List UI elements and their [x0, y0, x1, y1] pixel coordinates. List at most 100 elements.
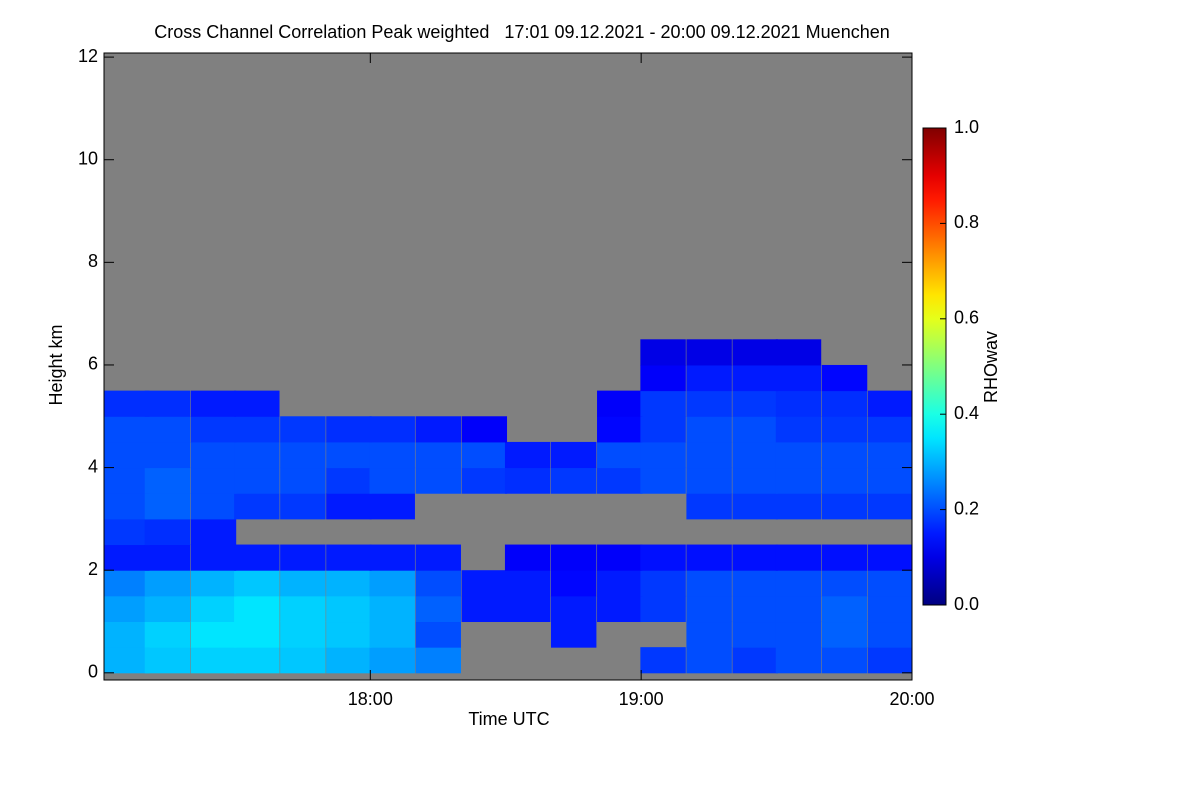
heatmap-cell: [369, 621, 415, 648]
heatmap-cell: [686, 467, 732, 494]
heatmap-cell: [550, 544, 597, 571]
heatmap-cell: [775, 390, 822, 417]
heatmap-cell: [190, 518, 237, 546]
heatmap-cell: [280, 647, 326, 674]
x-tick-label: 20:00: [889, 689, 934, 709]
heatmap-cell: [732, 595, 778, 623]
colorbar-tick-label: 0.8: [954, 212, 979, 232]
heatmap-cell: [234, 390, 280, 417]
heatmap-cell: [821, 441, 868, 469]
heatmap-cell: [104, 647, 150, 674]
heatmap-cell: [821, 595, 868, 623]
heatmap-cell: [550, 467, 597, 494]
heatmap-cell: [597, 441, 643, 469]
heatmap-cell: [280, 570, 326, 597]
heatmap-cell: [640, 441, 686, 469]
heatmap-cell: [104, 621, 150, 648]
heatmap-cell: [415, 416, 461, 443]
heatmap-cell: [597, 390, 643, 417]
colorbar-tick-label: 1.0: [954, 117, 979, 137]
heatmap-cell: [504, 595, 551, 623]
x-tick-label: 19:00: [619, 689, 664, 709]
heatmap-cell: [775, 570, 822, 597]
heatmap-cell: [775, 647, 822, 674]
heatmap-cell: [190, 416, 237, 443]
heatmap-cell: [640, 364, 686, 392]
heatmap-cell: [326, 570, 372, 597]
heatmap-cell: [775, 467, 822, 494]
heatmap-cell: [686, 647, 732, 674]
heatmap-cell: [190, 467, 237, 494]
heatmap-cell: [550, 570, 597, 597]
heatmap-cell: [550, 441, 597, 469]
heatmap-cell: [597, 570, 643, 597]
heatmap-cell: [190, 544, 237, 571]
heatmap-cell: [190, 647, 237, 674]
heatmap-cell: [732, 621, 778, 648]
heatmap-cell: [867, 441, 912, 469]
heatmap-cell: [326, 416, 372, 443]
heatmap-cell: [234, 467, 280, 494]
heatmap-cell: [732, 339, 778, 366]
heatmap-cell: [732, 416, 778, 443]
y-tick-label: 2: [88, 559, 98, 579]
heatmap-cell: [597, 467, 643, 494]
heatmap-cell: [504, 441, 551, 469]
heatmap-cell: [821, 416, 868, 443]
heatmap-cell: [732, 441, 778, 469]
heatmap-cell: [280, 544, 326, 571]
heatmap-cell: [280, 595, 326, 623]
heatmap-cell: [369, 570, 415, 597]
heatmap-cell: [821, 364, 868, 392]
heatmap-cell: [104, 493, 150, 520]
heatmap-cell: [144, 441, 191, 469]
heatmap-cell: [775, 441, 822, 469]
heatmap-cell: [369, 467, 415, 494]
heatmap-cell: [461, 595, 508, 623]
y-tick-label: 12: [78, 46, 98, 66]
cells: [104, 339, 912, 674]
heatmap-cell: [144, 570, 191, 597]
heatmap-cell: [640, 467, 686, 494]
heatmap-cell: [234, 544, 280, 571]
heatmap-cell: [369, 647, 415, 674]
heatmap-cell: [104, 467, 150, 494]
heatmap-cell: [104, 544, 150, 571]
heatmap-cell: [234, 416, 280, 443]
heatmap-cell: [415, 441, 461, 469]
heatmap-cell: [821, 647, 868, 674]
heatmap-cell: [190, 595, 237, 623]
heatmap-cell: [104, 390, 150, 417]
heatmap-cell: [104, 570, 150, 597]
heatmap-cell: [640, 647, 686, 674]
heatmap-cell: [775, 493, 822, 520]
heatmap-cell: [190, 493, 237, 520]
heatmap-cell: [732, 364, 778, 392]
heatmap-cell: [234, 621, 280, 648]
colorbar-tick-label: 0.6: [954, 308, 979, 328]
heatmap-cell: [280, 416, 326, 443]
y-tick-label: 8: [88, 251, 98, 271]
heatmap-cell: [144, 595, 191, 623]
heatmap-cell: [234, 493, 280, 520]
heatmap-cell: [234, 647, 280, 674]
heatmap-cell: [280, 621, 326, 648]
heatmap-cell: [415, 621, 461, 648]
heatmap-cell: [415, 467, 461, 494]
heatmap-cell: [369, 595, 415, 623]
heatmap-cell: [686, 493, 732, 520]
heatmap-cell: [686, 441, 732, 469]
heatmap-cell: [867, 647, 912, 674]
heatmap-cell: [867, 390, 912, 417]
heatmap-cell: [369, 493, 415, 520]
colorbar-tick-label: 0.0: [954, 594, 979, 614]
heatmap-cell: [326, 441, 372, 469]
chart-title: Cross Channel Correlation Peak weighted …: [154, 22, 890, 42]
heatmap-cell: [144, 621, 191, 648]
heatmap-cell: [732, 493, 778, 520]
heatmap-cell: [280, 493, 326, 520]
heatmap-cell: [144, 518, 191, 546]
heatmap-cell: [640, 339, 686, 366]
heatmap-cell: [867, 621, 912, 648]
